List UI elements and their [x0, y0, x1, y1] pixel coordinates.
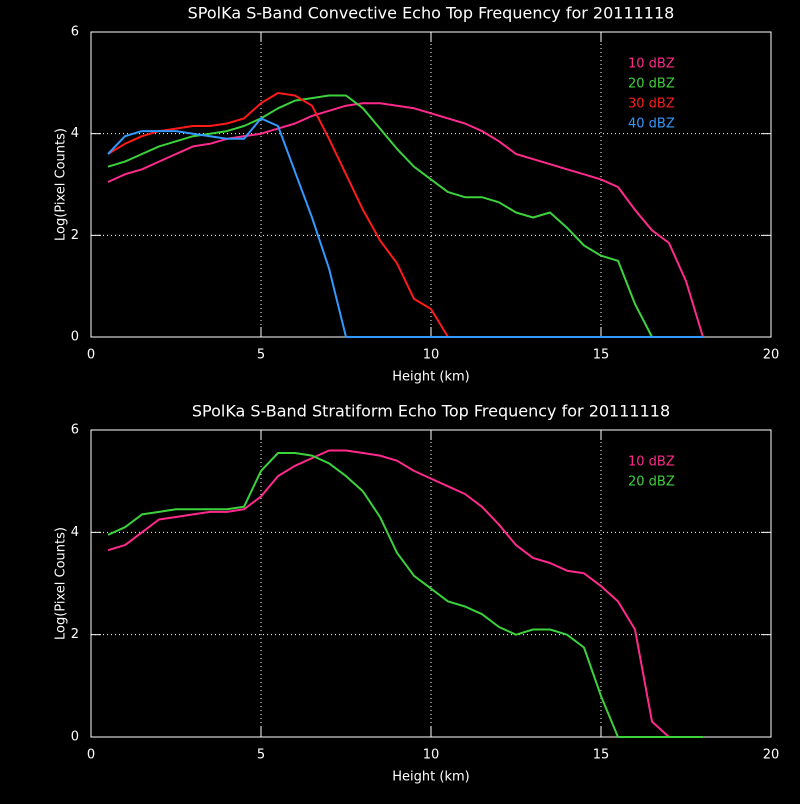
x-tick-label: 10 [423, 748, 440, 763]
x-tick-label: 5 [257, 348, 265, 363]
x-tick-label: 10 [423, 348, 440, 363]
y-tick-label: 6 [71, 25, 79, 40]
x-axis-label: Height (km) [392, 770, 469, 785]
y-axis-label: Log(Pixel Counts) [54, 527, 69, 640]
series-line [107, 94, 703, 338]
y-tick-label: 0 [71, 330, 79, 345]
x-tick-label: 0 [87, 748, 95, 763]
chart-title: SPolKa S-Band Convective Echo Top Freque… [188, 4, 675, 23]
x-axis-label: Height (km) [392, 370, 469, 385]
legend-label: 20 dBZ [628, 475, 675, 490]
legend-label: 10 dBZ [628, 455, 675, 470]
y-axis-label: Log(Pixel Counts) [54, 128, 69, 241]
x-tick-label: 15 [593, 348, 610, 363]
y-tick-label: 2 [71, 228, 79, 243]
legend-label: 10 dBZ [628, 57, 675, 72]
x-tick-label: 15 [593, 748, 610, 763]
plot-frame [90, 429, 772, 738]
legend-label: 30 dBZ [628, 97, 675, 112]
series-line [107, 117, 703, 338]
series-line [107, 452, 703, 738]
series-line [107, 102, 704, 338]
y-tick-label: 6 [71, 423, 79, 438]
legend-label: 20 dBZ [628, 77, 675, 92]
series-line [107, 449, 670, 738]
chart-title: SPolKa S-Band Stratiform Echo Top Freque… [192, 402, 670, 421]
y-tick-label: 4 [71, 525, 79, 540]
x-tick-label: 20 [763, 748, 780, 763]
x-tick-label: 0 [87, 348, 95, 363]
x-tick-label: 5 [257, 748, 265, 763]
series-line [107, 92, 703, 338]
y-tick-label: 0 [71, 730, 79, 745]
y-tick-label: 2 [71, 627, 79, 642]
legend-label: 40 dBZ [628, 117, 675, 132]
x-tick-label: 20 [763, 348, 780, 363]
y-tick-label: 4 [71, 126, 79, 141]
